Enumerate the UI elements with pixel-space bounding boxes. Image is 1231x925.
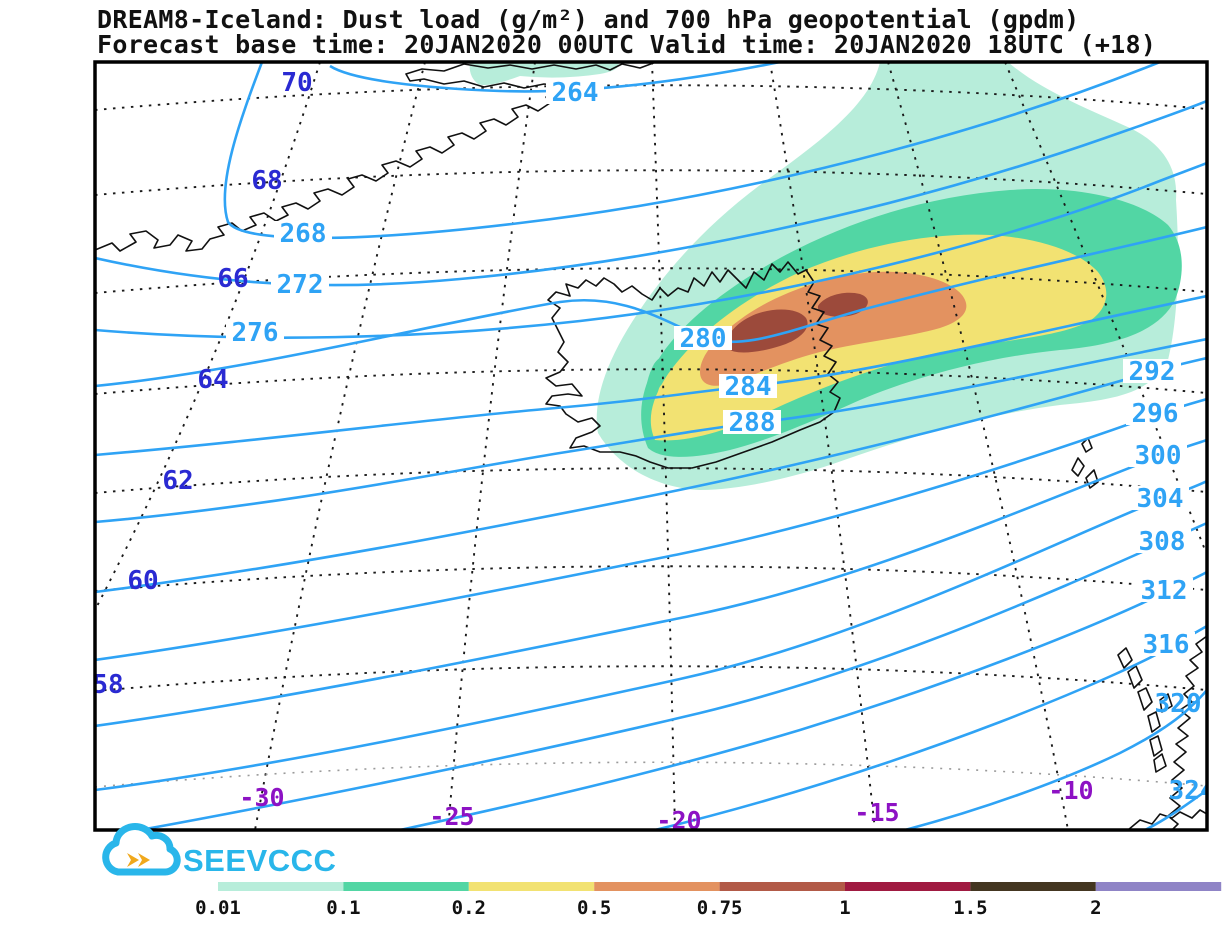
- contour-label-plate: [1129, 443, 1187, 467]
- dust-fill-0.2-spot: [658, 384, 670, 404]
- greenland-coastline: [95, 62, 657, 252]
- meridian-minus35: [95, 62, 321, 611]
- contour-label-plate: [674, 326, 732, 350]
- geopotential-contour-284: [95, 294, 1207, 457]
- contour-label-272: 272: [277, 270, 324, 300]
- contour-label-284: 284: [725, 372, 772, 402]
- logo-arrow-icon: [127, 853, 150, 867]
- geopotential-contour-320: [904, 689, 1207, 830]
- geopotential-contour-288: [95, 337, 1207, 524]
- colorbar-segment-5: [719, 882, 845, 891]
- contour-label-316: 316: [1143, 630, 1190, 660]
- geopotential-contour-316: [654, 624, 1207, 830]
- colorbar-segment-7: [970, 882, 1096, 891]
- contour-label-296: 296: [1132, 399, 1179, 429]
- seevccc-logo: SEEVCCC: [102, 823, 336, 878]
- geopotential-contour-304: [95, 479, 1207, 792]
- meridian-minus10: [887, 62, 1069, 830]
- colorbar-segment-3: [468, 882, 595, 891]
- latitude-label-58: 58: [92, 670, 123, 700]
- faroe-islands-coastline: [1071, 437, 1099, 489]
- map-frame: [93, 60, 1209, 832]
- contour-label-280: 280: [680, 324, 727, 354]
- contour-label-268: 268: [280, 219, 327, 249]
- logo-text: SEEVCCC: [183, 843, 336, 878]
- contour-label-plate: [226, 320, 284, 344]
- latitude-arc-60: [95, 565, 1207, 592]
- latitude-label-64: 64: [197, 365, 228, 395]
- meridian-minus5: [1004, 62, 1207, 556]
- geopotential-contour-276: [95, 161, 1207, 339]
- geopotential-contour-268: [223, 62, 1161, 240]
- longitude-label-minus30: -30: [239, 783, 284, 812]
- meridian-minus30: [254, 62, 426, 830]
- contour-label-304: 304: [1137, 484, 1184, 514]
- latitude-label-62: 62: [162, 466, 193, 496]
- contour-label-plate: [546, 80, 604, 104]
- latitude-arc-58: [95, 665, 1207, 692]
- colorbar-tick-0.2: 0.2: [452, 897, 486, 919]
- contour-label-plate: [723, 410, 781, 434]
- longitude-label-minus15: -15: [854, 798, 899, 827]
- contour-label-plate: [274, 221, 332, 245]
- colorbar-tick-1: 1: [839, 897, 850, 919]
- latitude-labels: 70 68 66 64 62 60 58: [92, 68, 313, 700]
- contour-label-312: 312: [1141, 576, 1188, 606]
- meridian-minus25: [447, 62, 536, 830]
- map-subtitle: Forecast base time: 20JAN2020 00UTC Vali…: [97, 30, 1156, 59]
- contour-label-plate: [271, 272, 329, 296]
- latitude-label-70: 70: [281, 68, 312, 98]
- colorbar-segment-8: [1095, 882, 1222, 891]
- longitude-label-minus25: -25: [429, 802, 474, 831]
- colorbar-segment-1: [218, 882, 344, 891]
- contour-label-plate: [719, 374, 777, 398]
- cloud-icon: [102, 823, 181, 876]
- latitude-label-66: 66: [217, 264, 248, 294]
- contour-label-plate: [1131, 486, 1189, 510]
- geopotential-contour-324: [1144, 788, 1207, 830]
- contour-label-plate: [1126, 401, 1184, 425]
- contour-label-288: 288: [729, 408, 776, 438]
- scotland-coastline: [1167, 635, 1207, 830]
- contour-label-300: 300: [1135, 441, 1182, 471]
- colorbar-segment-6: [845, 882, 971, 891]
- dust-fill-layer: [469, 62, 1182, 490]
- contour-label-324: 324: [1169, 776, 1216, 806]
- colorbar-tick-0.1: 0.1: [326, 897, 360, 919]
- meridian-minus15: [769, 62, 876, 830]
- longitude-label-minus20: -20: [656, 806, 701, 835]
- colorbar-tick-0.01: 0.01: [195, 897, 241, 919]
- contour-label-276: 276: [232, 318, 279, 348]
- colorbar-tick-2: 2: [1090, 897, 1101, 919]
- colorbar-segment-2: [343, 882, 469, 891]
- iceland-coastline: [545, 261, 841, 469]
- colorbar-tick-0.5: 0.5: [577, 897, 611, 919]
- contour-label-plate: [1133, 529, 1191, 553]
- contour-label-308: 308: [1139, 527, 1186, 557]
- contour-label-plate: [1137, 632, 1195, 656]
- latitude-label-60: 60: [127, 566, 158, 596]
- latitude-label-68: 68: [251, 166, 282, 196]
- colorbar-tick-1.5: 1.5: [953, 897, 987, 919]
- contour-label-plate: [1123, 359, 1181, 383]
- map-title: DREAM8-Iceland: Dust load (g/m²) and 700…: [97, 5, 1079, 34]
- contour-label-320: 320: [1155, 689, 1202, 719]
- colorbar-tick-0.75: 0.75: [697, 897, 743, 919]
- graticule: [95, 62, 1207, 830]
- geopotential-contour-labels: 264 268 272 276 280 284 288 292 296 300 …: [226, 78, 1216, 806]
- contour-label-292: 292: [1129, 357, 1176, 387]
- dust-load-colorbar: 0.01 0.1 0.2 0.5 0.75 1 1.5 2: [195, 882, 1222, 919]
- colorbar-segment-4: [594, 882, 720, 891]
- hebrides-coastline: [1117, 647, 1173, 773]
- geopotential-contour-264: [329, 62, 781, 93]
- coastlines: [95, 62, 1207, 830]
- scotland-corner-coastline: [1127, 809, 1207, 830]
- longitude-label-minus10: -10: [1048, 776, 1093, 805]
- geopotential-contour-272: [95, 99, 1207, 287]
- contour-label-plate: [1135, 578, 1193, 602]
- longitude-labels: -30 -25 -20 -15 -10: [239, 776, 1093, 835]
- contour-label-264: 264: [552, 78, 599, 108]
